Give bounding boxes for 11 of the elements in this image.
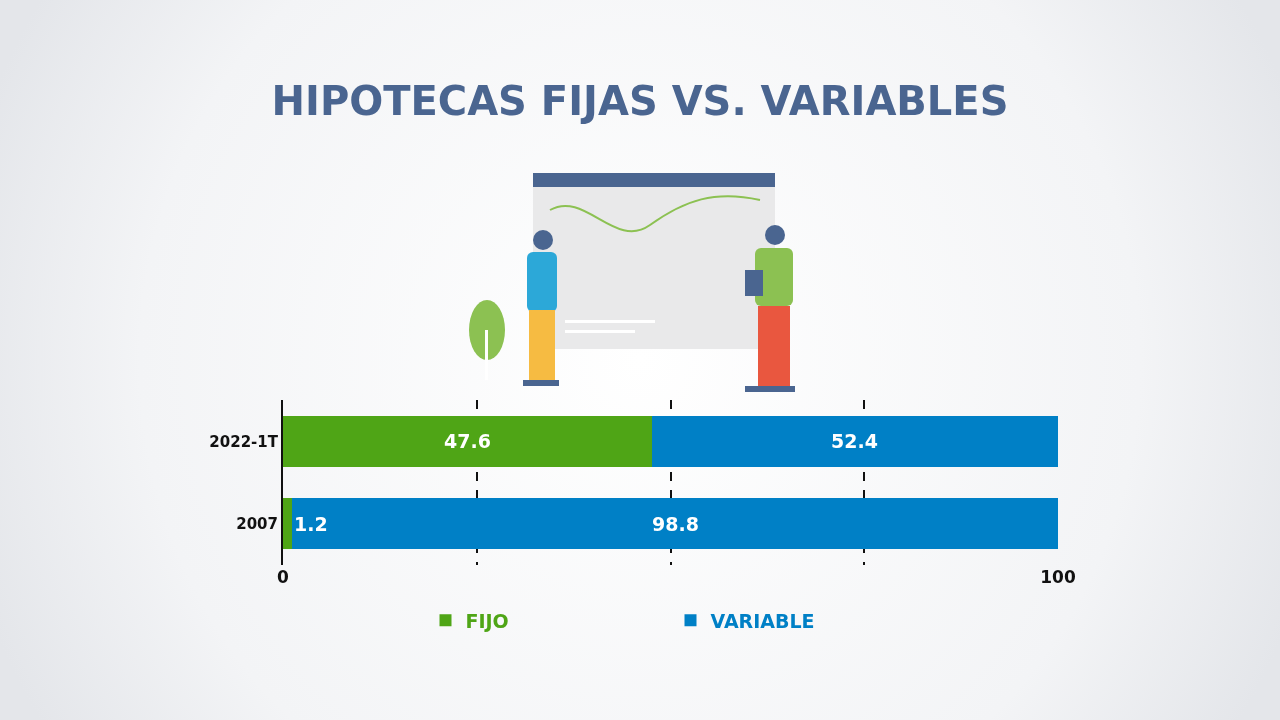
x-tick-label: 0	[277, 567, 290, 587]
chart-title: HIPOTECAS FIJAS VS. VARIABLES	[271, 77, 1009, 124]
data-label: 52.4	[831, 430, 878, 452]
data-label: 98.8	[652, 513, 699, 535]
y-tick-label: 2022-1T	[209, 432, 279, 451]
data-label: 47.6	[444, 430, 491, 452]
data-label: 1.2	[294, 513, 328, 535]
x-tick-label: 100	[1040, 567, 1076, 587]
legend-label: FIJO	[465, 609, 509, 632]
legend-label: VARIABLE	[710, 609, 815, 632]
y-tick-label: 2007	[236, 515, 278, 533]
